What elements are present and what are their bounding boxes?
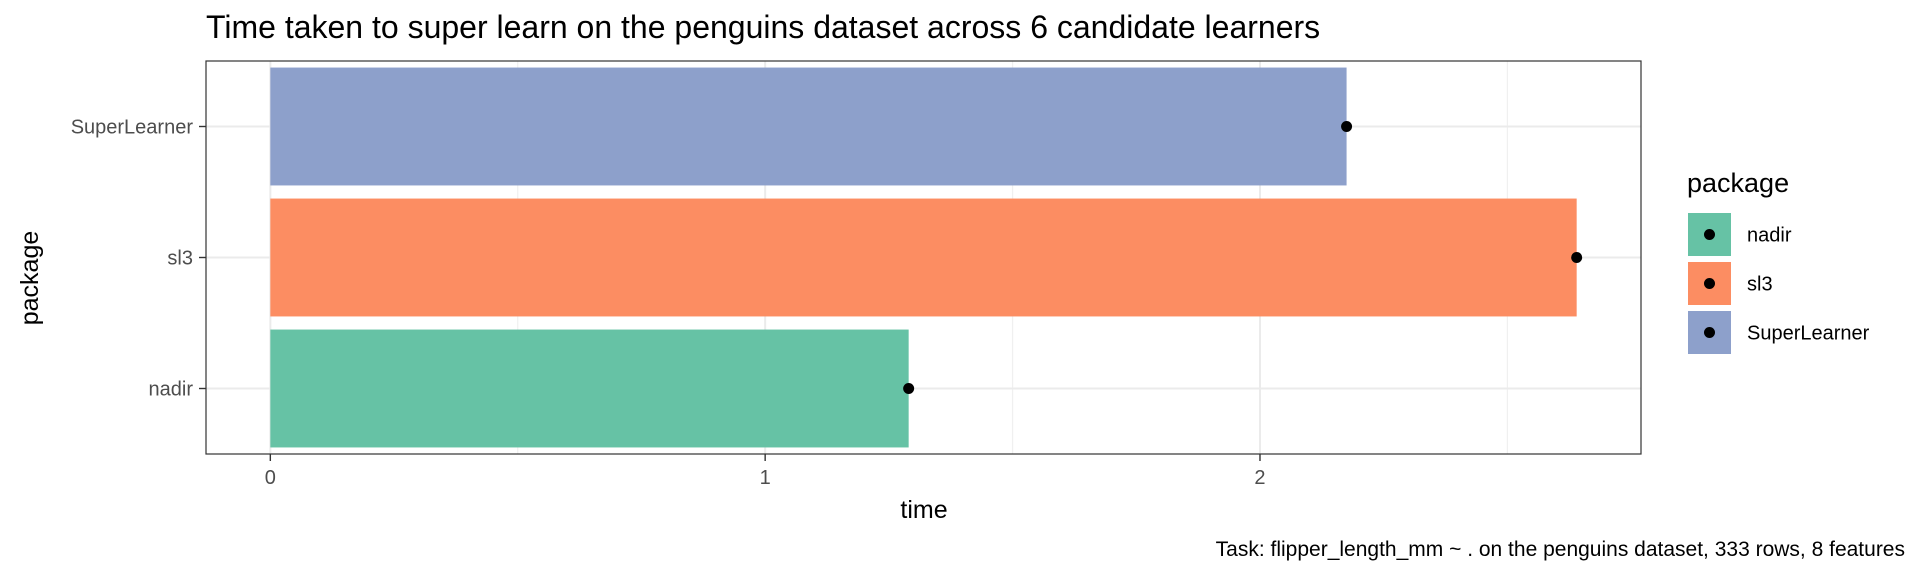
x-axis-title: time (900, 496, 947, 524)
bar-superlearner (270, 67, 1347, 186)
x-tick-label: 0 (265, 467, 276, 489)
caption: Task: flipper_length_mm ~ . on the pengu… (1216, 538, 1905, 561)
y-tick-label: sl3 (167, 248, 193, 270)
legend-point-superlearner (1704, 327, 1715, 338)
y-axis-title: package (16, 231, 44, 326)
point-sl3 (1571, 252, 1583, 263)
point-nadir (903, 383, 915, 394)
legend-title: package (1687, 168, 1789, 198)
x-tick-label: 2 (1254, 467, 1265, 489)
bars (270, 67, 1577, 448)
legend-label-superlearner: SuperLearner (1747, 323, 1870, 345)
x-tick-label: 1 (760, 467, 771, 489)
point-superlearner (1341, 121, 1353, 132)
legend-label-nadir: nadir (1747, 225, 1792, 247)
legend-point-sl3 (1704, 278, 1715, 289)
points (903, 121, 1583, 394)
axes: 0 1 2 nadir sl3 SuperLearner (71, 117, 1266, 490)
chart-title: Time taken to super learn on the penguin… (206, 9, 1320, 45)
y-tick-label: nadir (149, 379, 194, 401)
y-tick-label: SuperLearner (71, 117, 194, 139)
legend-point-nadir (1704, 229, 1715, 240)
bar-nadir (270, 329, 909, 448)
legend: package nadir sl3 SuperLearner (1687, 168, 1870, 354)
legend-label-sl3: sl3 (1747, 274, 1773, 296)
bar-sl3 (270, 198, 1577, 317)
